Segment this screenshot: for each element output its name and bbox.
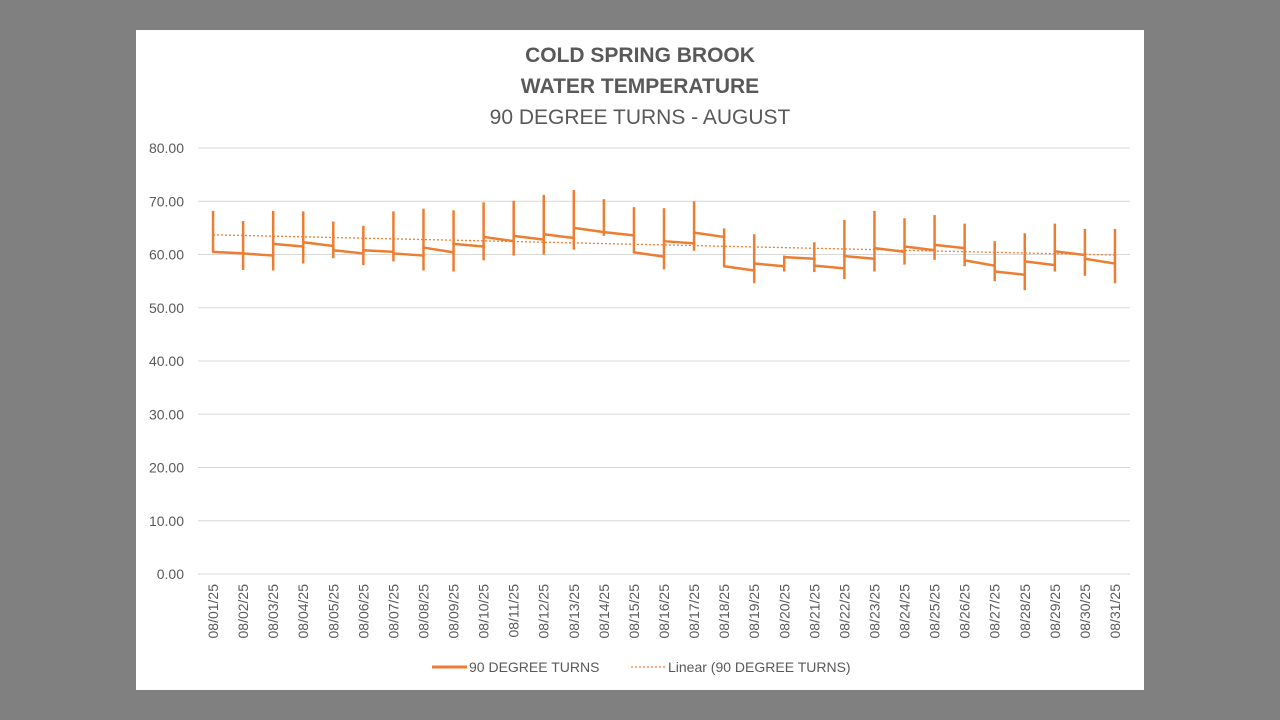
x-tick-label: 08/19/25 [746, 584, 762, 639]
y-axis-labels: 0.00 10.00 20.00 30.00 40.00 50.00 60.00 70.00 8… [149, 140, 184, 582]
series-segment [211, 250, 245, 255]
x-tick-label: 08/31/25 [1107, 584, 1123, 639]
gridlines [198, 147, 1130, 575]
series-segment [722, 264, 756, 272]
y-tick-label: 60.00 [149, 247, 184, 263]
x-tick-label: 08/28/25 [1017, 584, 1033, 639]
legend: 90 DEGREE TURNS Linear (90 DEGREE TURNS) [432, 659, 851, 675]
chart-subtitle: 90 DEGREE TURNS - AUGUST [490, 106, 791, 129]
x-tick-label: 08/15/25 [626, 584, 642, 639]
y-tick-label: 50.00 [149, 300, 184, 316]
x-tick-label: 08/21/25 [806, 584, 822, 639]
y-tick-label: 30.00 [149, 406, 184, 422]
x-tick-label: 08/05/25 [325, 584, 341, 639]
series-layer [211, 190, 1117, 291]
y-tick-label: 70.00 [149, 193, 184, 209]
y-tick-label: 20.00 [149, 460, 184, 476]
x-tick-label: 08/16/25 [656, 584, 672, 639]
x-tick-label: 08/20/25 [776, 584, 792, 639]
series-segment [813, 264, 846, 270]
x-tick-label: 08/29/25 [1047, 584, 1063, 639]
x-tick-label: 08/22/25 [836, 584, 852, 639]
x-tick-label: 08/18/25 [716, 584, 732, 639]
x-tick-label: 08/25/25 [927, 584, 943, 639]
chart-title-line1: COLD SPRING BROOK [525, 44, 755, 67]
x-tick-label: 08/27/25 [987, 584, 1003, 639]
series-segment [332, 248, 365, 255]
series-segment [783, 255, 816, 261]
series-segment [362, 248, 395, 254]
series-segment [843, 254, 876, 261]
series-segment [692, 231, 726, 239]
chart-svg: COLD SPRING BROOK WATER TEMPERATURE 90 D… [149, 44, 1130, 675]
y-tick-label: 10.00 [149, 513, 184, 529]
series-segment [301, 241, 335, 248]
series-segment [903, 245, 936, 252]
y-tick-label: 40.00 [149, 353, 184, 369]
x-tick-label: 08/26/25 [957, 584, 973, 639]
x-tick-label: 08/11/25 [506, 584, 522, 638]
series-segment [512, 234, 545, 241]
x-tick-label: 08/06/25 [355, 584, 371, 639]
series-segment [993, 270, 1027, 276]
series-segment [752, 262, 786, 268]
y-tick-label: 0.00 [157, 566, 184, 582]
series-segment [542, 233, 576, 240]
chart-title-line2: WATER TEMPERATURE [521, 75, 759, 98]
series-segment [963, 259, 996, 267]
x-tick-label: 08/10/25 [476, 584, 492, 639]
x-tick-label: 08/01/25 [205, 584, 221, 639]
x-tick-label: 08/04/25 [295, 584, 311, 639]
x-axis-labels: 08/01/25 08/02/25 08/03/25 08/04/25 08/05/25… [205, 584, 1123, 639]
x-tick-label: 08/17/25 [686, 584, 702, 639]
series-segment [1083, 257, 1117, 265]
series-segment [452, 242, 485, 248]
series-segment [1053, 250, 1087, 257]
x-tick-label: 08/12/25 [536, 584, 552, 639]
x-tick-label: 08/08/25 [415, 584, 431, 639]
x-tick-label: 08/24/25 [897, 584, 913, 639]
legend-trend-label: Linear (90 DEGREE TURNS) [668, 659, 851, 675]
series-segment [933, 243, 966, 250]
y-tick-label: 80.00 [149, 140, 184, 156]
series-segment [572, 226, 606, 234]
x-tick-label: 08/07/25 [385, 584, 401, 639]
series-segment [482, 235, 515, 243]
x-tick-label: 08/30/25 [1077, 584, 1093, 639]
series-segment [271, 242, 305, 248]
series-segment [241, 252, 275, 257]
series-segment [422, 246, 455, 254]
series-segment [662, 239, 696, 245]
x-tick-label: 08/23/25 [866, 584, 882, 639]
x-tick-label: 08/13/25 [566, 584, 582, 639]
chart-area: COLD SPRING BROOK WATER TEMPERATURE 90 D… [136, 30, 1144, 690]
series-segment [602, 230, 636, 237]
series-segment [1023, 260, 1057, 267]
x-tick-label: 08/09/25 [446, 584, 462, 639]
series-segment [392, 252, 425, 257]
legend-series-label: 90 DEGREE TURNS [469, 659, 599, 675]
series-segment [632, 251, 666, 258]
series-segment [873, 246, 906, 254]
x-tick-label: 08/03/25 [265, 584, 281, 639]
x-tick-label: 08/14/25 [596, 584, 612, 639]
x-tick-label: 08/02/25 [235, 584, 251, 639]
